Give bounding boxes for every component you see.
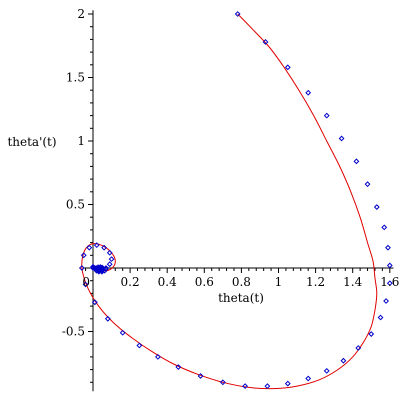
- data-point: [284, 380, 291, 387]
- y-tick-label: 2: [77, 7, 85, 21]
- data-point: [219, 379, 226, 386]
- data-point: [82, 281, 89, 288]
- data-point: [197, 373, 204, 379]
- data-point: [108, 256, 115, 263]
- data-point: [155, 353, 161, 360]
- x-tick-label: 0.2: [121, 275, 140, 289]
- data-point: [136, 342, 143, 349]
- series-line-0: [81, 13, 378, 390]
- x-axis-title: theta(t): [218, 291, 264, 305]
- origin-point-cluster: [92, 264, 109, 275]
- data-point: [305, 375, 312, 382]
- data-point: [381, 224, 388, 231]
- data-point: [373, 204, 380, 210]
- data-point: [377, 314, 384, 321]
- origin-tick-label: 0: [82, 275, 90, 289]
- data-point: [242, 383, 249, 390]
- x-tick-label: 1.6: [380, 275, 399, 289]
- data-point: [284, 64, 291, 71]
- data-point: [323, 367, 330, 374]
- data-point: [264, 383, 271, 390]
- data-point: [104, 315, 111, 322]
- data-point: [234, 11, 241, 17]
- data-point: [175, 364, 182, 370]
- y-tick-label: -0.5: [62, 325, 85, 339]
- y-axis-title: theta'(t): [7, 135, 56, 149]
- data-point: [90, 263, 96, 270]
- x-tick-label: 0.8: [232, 275, 251, 289]
- data-point: [106, 249, 113, 256]
- y-tick-label: 1: [77, 134, 85, 148]
- data-point: [355, 345, 362, 351]
- data-point: [106, 261, 113, 268]
- x-tick-label: 1.2: [306, 275, 325, 289]
- x-tick-label: 0.4: [158, 275, 177, 289]
- y-tick-label: 1.5: [66, 71, 85, 85]
- x-tick-label: 0.6: [195, 275, 214, 289]
- data-point: [340, 357, 347, 364]
- data-point: [78, 265, 85, 271]
- x-tick-label: 1.4: [343, 275, 362, 289]
- y-tick-label: 0.5: [66, 198, 85, 212]
- labels: 0.2 0.4 0.6 0.8 1 1.2 1.4 1.6 0 2 1.5 1 0.5 -0.5: [62, 7, 399, 339]
- data-point: [364, 181, 371, 188]
- data-point: [338, 135, 345, 142]
- data-point: [386, 280, 393, 287]
- data-point: [91, 299, 98, 306]
- data-point: [119, 329, 126, 336]
- data-point: [368, 331, 375, 337]
- data-point: [86, 244, 93, 251]
- data-point: [93, 242, 100, 249]
- data-point: [353, 158, 360, 165]
- curves: [78, 11, 393, 390]
- data-point: [386, 262, 393, 269]
- data-point: [101, 244, 108, 251]
- x-tick-label: 1: [275, 275, 283, 289]
- data-point: [385, 244, 391, 251]
- data-point: [323, 112, 330, 119]
- data-point: [305, 89, 312, 96]
- data-point: [80, 252, 87, 259]
- data-point: [97, 265, 103, 272]
- data-point: [262, 39, 269, 45]
- axes: [83, 10, 394, 392]
- data-point: [383, 298, 389, 304]
